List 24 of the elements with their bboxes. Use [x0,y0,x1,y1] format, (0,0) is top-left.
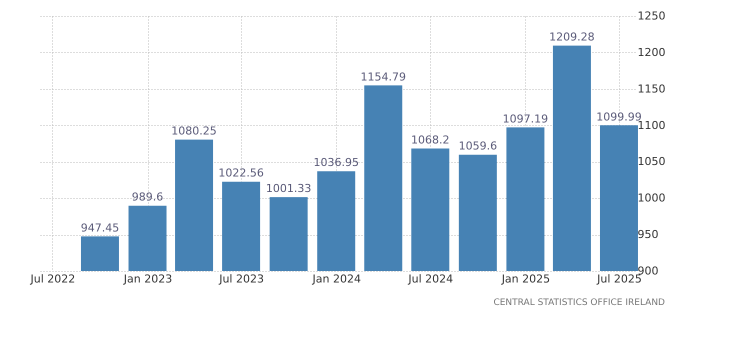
data-label: 1080.25 [171,124,217,138]
y-tick-label: 1250 [638,10,666,22]
data-label: 947.45 [80,221,120,234]
x-tick-label: Jan 2023 [122,272,172,286]
data-label: 989.6 [132,190,164,204]
x-tick-label: Jul 2022 [30,272,76,286]
data-label: 1068.2 [411,133,450,146]
text: CENTRAL STATISTICS OFFICE IRELAND [493,298,666,308]
y-tick-label: 1050 [638,155,666,168]
data-label: 1036.95 [313,156,359,170]
data-label: 1209.28 [549,30,595,44]
data-label: 1097.19 [502,112,548,126]
y-tick-label: 1200 [638,46,666,59]
data-label: 1059.6 [458,140,498,153]
x-tick-label: Jul 2023 [218,272,264,286]
y-tick-label: 1000 [638,192,666,205]
x-tick-label: Jan 2025 [500,272,550,286]
data-label: 1154.79 [360,70,406,84]
data-label: 1001.33 [266,182,312,196]
data-label: 1022.56 [218,166,264,180]
x-tick-label: Jul 2024 [407,272,454,286]
y-tick-label: 1150 [638,82,666,96]
y-tick-label: 950 [638,228,658,242]
x-tick-label: Jan 2024 [311,272,361,286]
